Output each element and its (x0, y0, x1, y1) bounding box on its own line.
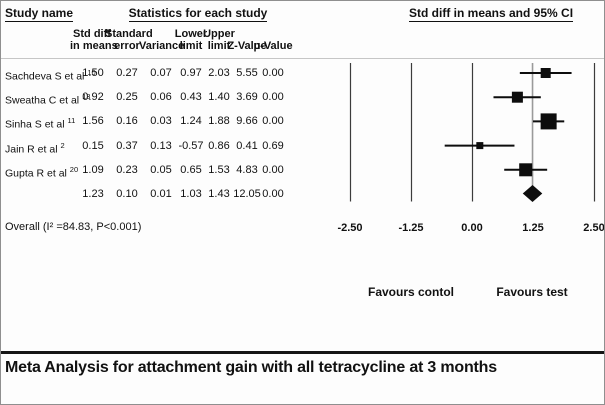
effect-size-square (540, 68, 551, 78)
summary-se: 0.10 (116, 188, 138, 200)
cell-variance: 0.06 (150, 91, 172, 103)
col-header-se-1: Standard (105, 28, 153, 40)
cell-se: 0.37 (116, 140, 138, 152)
axis-tick-label: 1.25 (522, 222, 544, 234)
axis-tick-label: 0.00 (461, 222, 483, 234)
overall-summary-diamond (522, 185, 543, 202)
forest-plot-canvas (349, 63, 596, 202)
col-header-lower-2: limit (179, 40, 203, 52)
cell-lower: 1.24 (180, 115, 202, 127)
cell-se: 0.16 (116, 115, 138, 127)
axis-tick-label: -2.50 (337, 222, 363, 234)
summary-zvalue: 12.05 (233, 188, 261, 200)
cell-stddiff: 1.50 (82, 67, 104, 79)
cell-se: 0.25 (116, 91, 138, 103)
cell-variance: 0.03 (150, 115, 172, 127)
col-header-upper-1: Upper (203, 28, 235, 40)
summary-lower: 1.03 (180, 188, 202, 200)
cell-upper: 0.86 (208, 140, 230, 152)
cell-variance: 0.13 (150, 140, 172, 152)
col-header-stddiff-1: Std diff (73, 28, 111, 40)
favours-test-label: Favours test (496, 285, 568, 299)
col-header-stddiff-2: in means (70, 40, 118, 52)
cell-stddiff: 0.92 (82, 91, 104, 103)
effect-size-square (519, 163, 533, 177)
cell-lower: -0.57 (178, 140, 204, 152)
study-name: Sinha S et al 11 (5, 116, 76, 131)
cell-upper: 1.40 (208, 91, 230, 103)
summary-pvalue: 0.00 (262, 188, 284, 200)
cell-se: 0.27 (116, 67, 138, 79)
col-header-variance: Variance (139, 40, 185, 52)
overall-heterogeneity-label: Overall (I² =84.83, P<0.001) (5, 221, 142, 233)
cell-pvalue: 0.00 (262, 115, 284, 127)
effect-size-square (540, 113, 557, 130)
cell-variance: 0.07 (150, 67, 172, 79)
cell-stddiff: 0.15 (82, 140, 104, 152)
caption-separator-rule (1, 351, 604, 354)
cell-pvalue: 0.00 (262, 67, 284, 79)
col-header-zvalue: Z-Value (227, 40, 267, 52)
statistics-section-title: Statistics for each study (128, 6, 268, 22)
study-column-title: Study name (5, 6, 74, 22)
cell-pvalue: 0.00 (262, 91, 284, 103)
col-header-pvalue: p-Value (253, 40, 293, 52)
favours-control-label: Favours contol (367, 285, 454, 299)
cell-zvalue: 5.55 (236, 67, 258, 79)
cell-lower: 0.43 (180, 91, 202, 103)
cell-zvalue: 4.83 (236, 164, 258, 176)
cell-zvalue: 9.66 (236, 115, 258, 127)
plot-section-title: Std diff in means and 95% CI (409, 6, 574, 22)
cell-zvalue: 3.69 (236, 91, 258, 103)
cell-zvalue: 0.41 (236, 140, 258, 152)
summary-variance: 0.01 (150, 188, 172, 200)
cell-se: 0.23 (116, 164, 138, 176)
col-header-upper-2: limit (207, 40, 231, 52)
cell-pvalue: 0.69 (262, 140, 284, 152)
effect-size-square (476, 142, 484, 150)
cell-variance: 0.05 (150, 164, 172, 176)
effect-size-square (511, 91, 523, 103)
axis-tick-label: -1.25 (398, 222, 424, 234)
study-name: Jain R et al 2 (5, 141, 65, 156)
cell-lower: 0.65 (180, 164, 202, 176)
cell-pvalue: 0.00 (262, 164, 284, 176)
cell-upper: 2.03 (208, 67, 230, 79)
header-separator (1, 58, 604, 59)
summary-upper: 1.43 (208, 188, 230, 200)
cell-lower: 0.97 (180, 67, 202, 79)
cell-upper: 1.53 (208, 164, 230, 176)
col-header-lower-1: Lower (174, 28, 208, 40)
figure-caption: Meta Analysis for attachment gain with a… (5, 359, 497, 376)
summary-stddiff: 1.23 (82, 188, 104, 200)
cell-stddiff: 1.56 (82, 115, 104, 127)
cell-stddiff: 1.09 (82, 164, 104, 176)
study-name: Sachdeva S et al 10 (5, 68, 96, 83)
cell-upper: 1.88 (208, 115, 230, 127)
study-name: Gupta R et al 20 (5, 165, 79, 180)
study-name: Sweatha C et al 13 (5, 92, 91, 107)
axis-tick-label: 2.50 (583, 222, 605, 234)
col-header-se-2: error (114, 40, 140, 52)
